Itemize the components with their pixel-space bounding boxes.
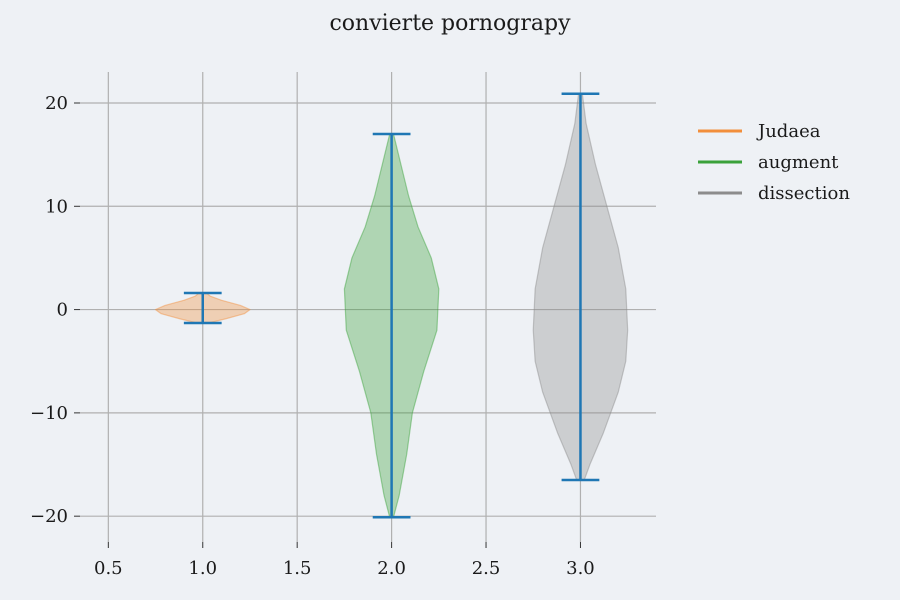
legend-label: Judaea bbox=[756, 121, 821, 142]
x-tick-label: 1.0 bbox=[188, 558, 217, 579]
y-tick-label: −20 bbox=[30, 506, 68, 527]
y-tick-label: −10 bbox=[30, 403, 68, 424]
legend-label: augment bbox=[758, 152, 839, 173]
x-axis: 0.5 1.0 1.5 2.0 2.5 3.0 bbox=[94, 542, 595, 579]
y-tick-label: 20 bbox=[45, 93, 68, 114]
violins bbox=[154, 92, 629, 519]
y-tick-label: 0 bbox=[57, 300, 68, 321]
x-tick-label: 0.5 bbox=[94, 558, 123, 579]
legend-label: dissection bbox=[758, 183, 850, 204]
x-tick-label: 2.0 bbox=[377, 558, 406, 579]
y-tick-label: 10 bbox=[45, 196, 68, 217]
x-tick-label: 2.5 bbox=[472, 558, 501, 579]
chart-title: convierte pornograpy bbox=[329, 11, 571, 36]
x-tick-label: 3.0 bbox=[566, 558, 595, 579]
y-axis: −20 −10 0 10 20 bbox=[30, 93, 80, 527]
legend: Judaea augment dissection bbox=[698, 121, 850, 204]
x-tick-label: 1.5 bbox=[283, 558, 312, 579]
